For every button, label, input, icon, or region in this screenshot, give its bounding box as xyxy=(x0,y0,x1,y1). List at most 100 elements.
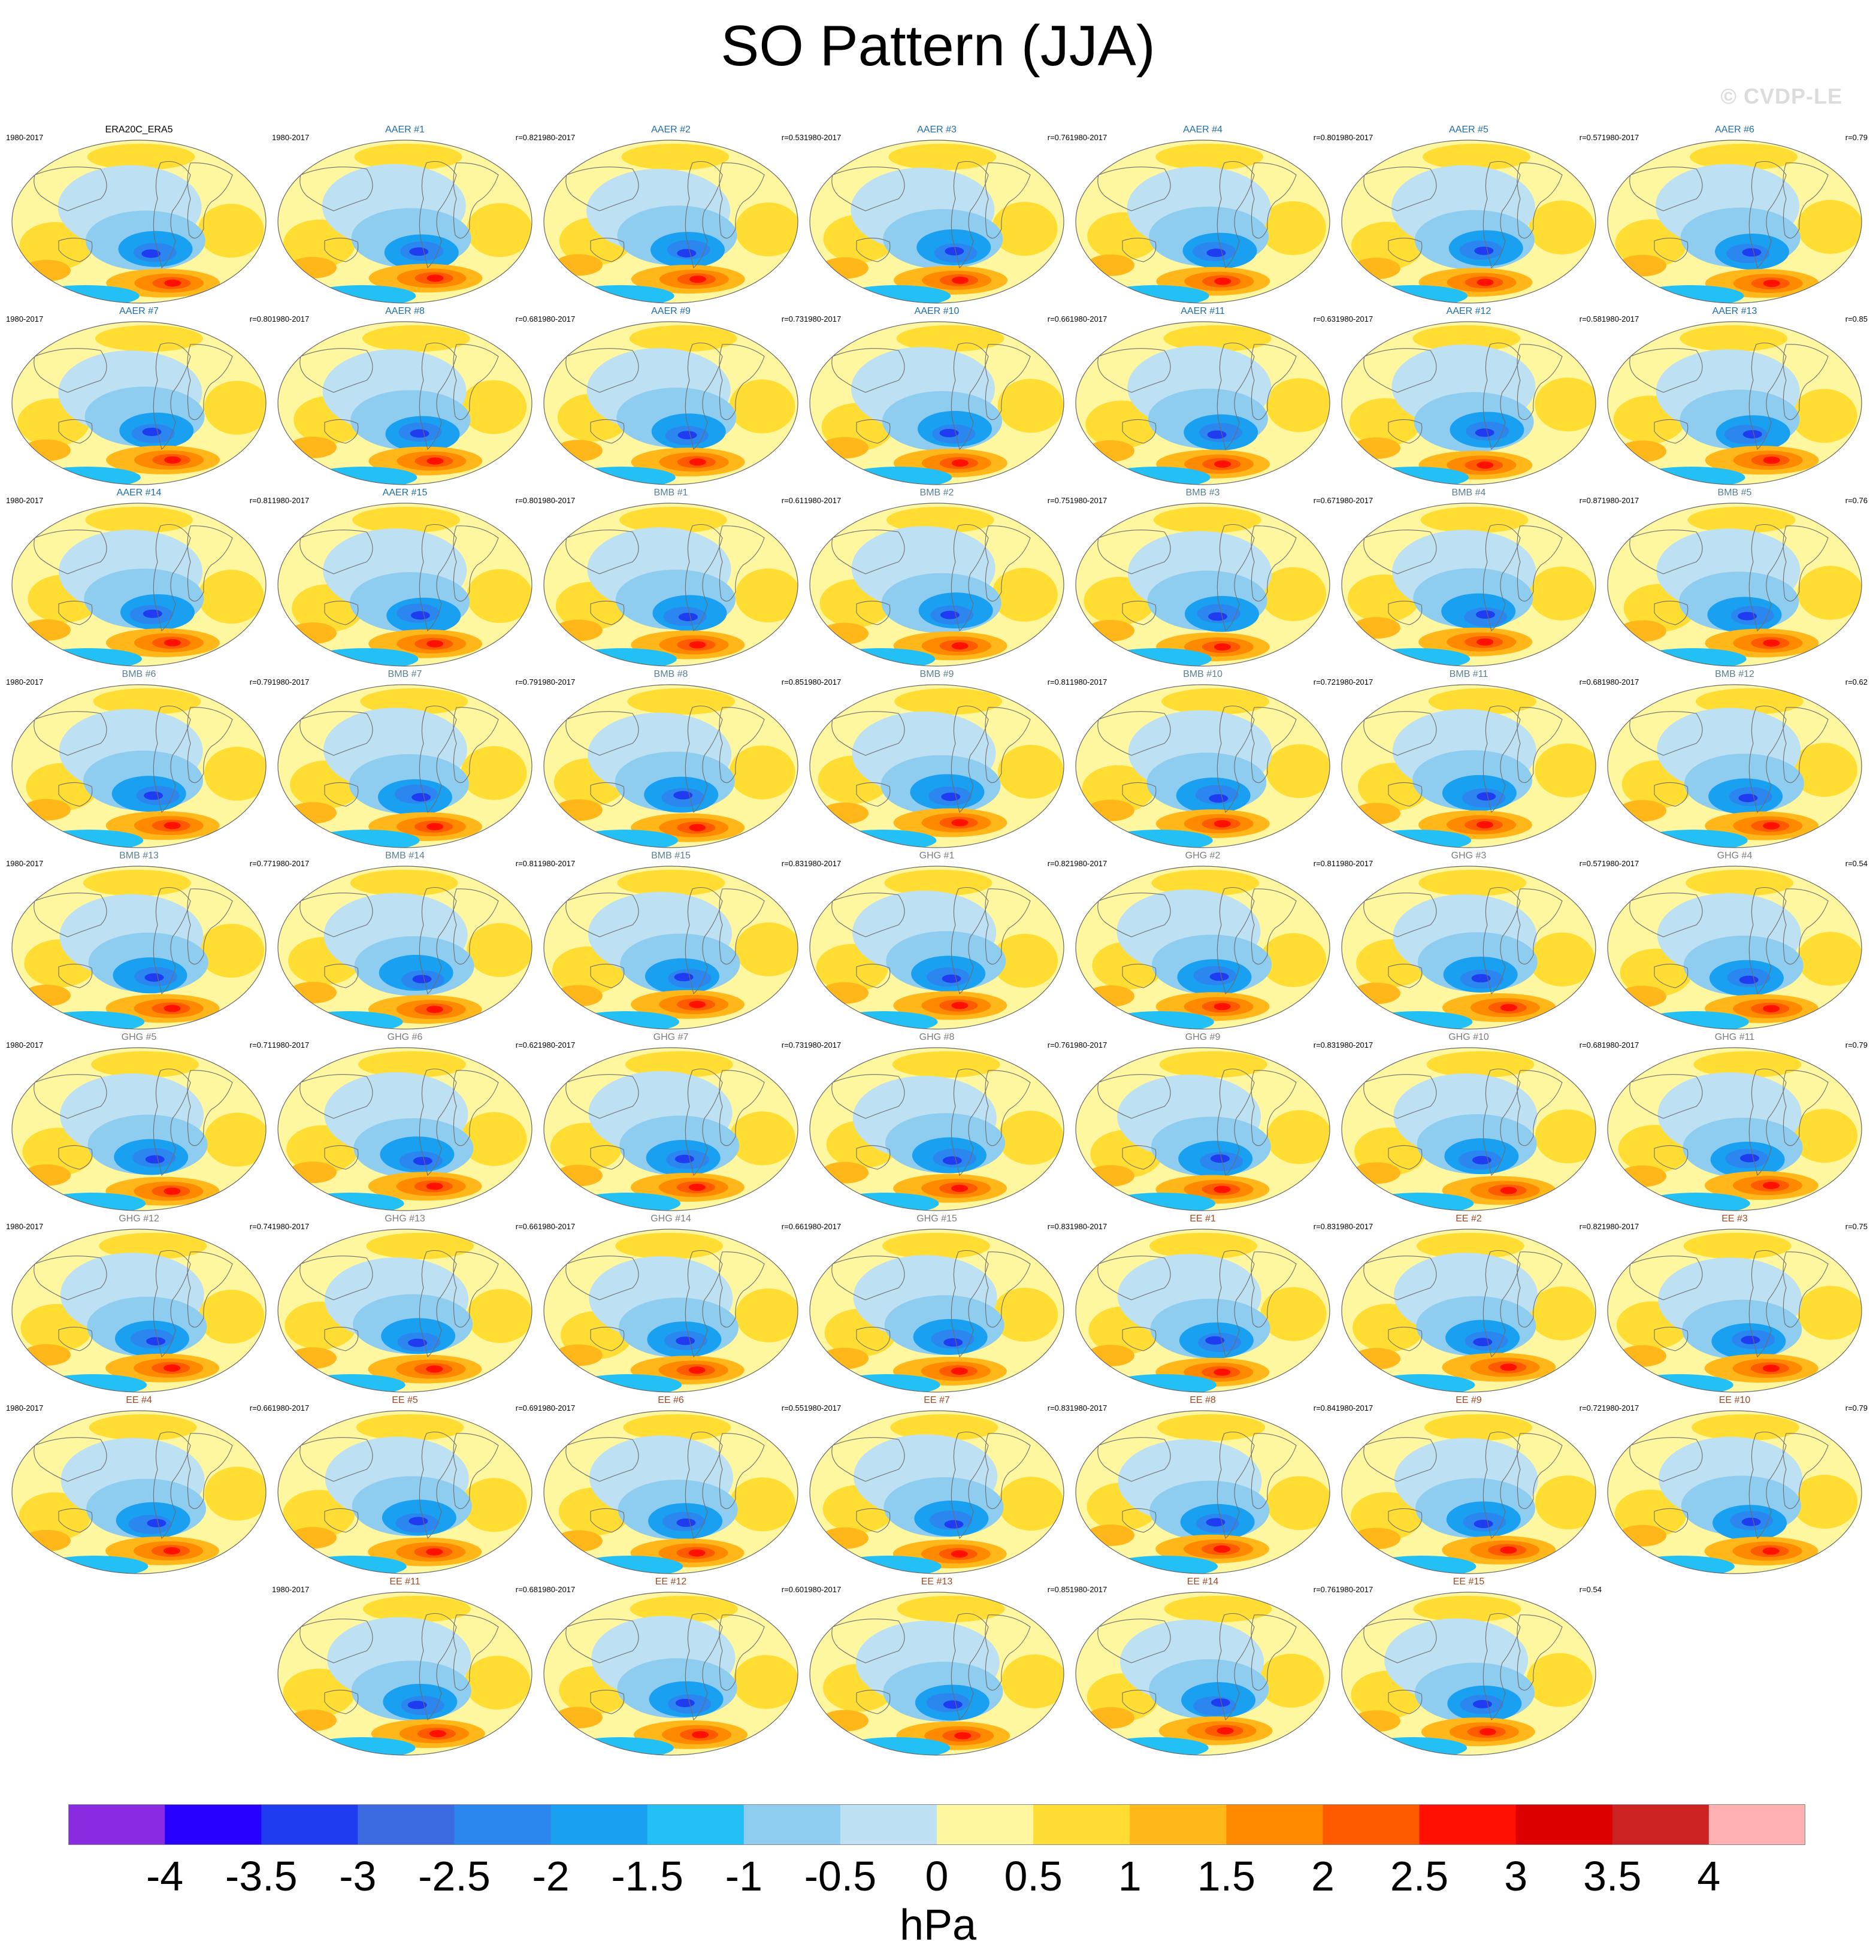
positive-anomaly xyxy=(289,256,337,279)
coastline xyxy=(324,1326,359,1351)
map-border xyxy=(1607,1047,1862,1211)
panel-period: 1980-2017 xyxy=(1336,1585,1373,1594)
map-border xyxy=(1075,1229,1330,1393)
coastline xyxy=(299,348,373,393)
panel-title: BMB #15 xyxy=(651,851,691,861)
map-panel: BMB #4 1980-2017 r=0.87 xyxy=(1336,488,1602,670)
map-panel: GHG #8 1980-2017 r=0.76 xyxy=(804,1032,1070,1214)
map-globe xyxy=(1341,1047,1596,1211)
coastline xyxy=(1363,530,1437,574)
colorbar-swatch xyxy=(1419,1804,1517,1845)
negative-anomaly xyxy=(677,249,697,258)
panel-title: BMB #14 xyxy=(385,851,425,861)
positive-anomaly xyxy=(1687,507,1796,533)
map-border xyxy=(543,1410,798,1574)
positive-anomaly xyxy=(461,380,527,434)
coastline xyxy=(1654,1145,1689,1170)
coastline xyxy=(1482,1068,1521,1176)
map-globe xyxy=(809,684,1064,848)
coastline xyxy=(856,963,891,988)
positive-anomaly xyxy=(1087,1707,1134,1729)
coastline xyxy=(856,419,891,444)
coastline xyxy=(685,342,723,450)
coastline xyxy=(1629,530,1703,574)
positive-anomaly xyxy=(821,1527,869,1549)
coastline xyxy=(453,1614,499,1691)
coastline xyxy=(856,1508,891,1533)
panel-correlation: r=0.83 xyxy=(781,859,804,868)
map-panel: BMB #11 1980-2017 r=0.68 xyxy=(1336,669,1602,851)
coastline xyxy=(1251,162,1297,239)
colorbar-tick-label: 2 xyxy=(1311,1853,1335,1899)
map-panel: EE #6 1980-2017 r=0.55 xyxy=(538,1395,804,1577)
panel-correlation: r=0.74 xyxy=(249,1222,272,1231)
positive-anomaly xyxy=(951,1367,968,1375)
positive-anomaly xyxy=(1151,870,1260,896)
panel-correlation: r=0.85 xyxy=(781,677,804,686)
panel-title: AAER #2 xyxy=(651,125,691,135)
panel-title: AAER #9 xyxy=(651,306,691,316)
panel-correlation: r=0.82 xyxy=(515,133,538,142)
coastline xyxy=(985,888,1031,965)
panel-period: 1980-2017 xyxy=(804,1585,842,1594)
coastline xyxy=(1217,1613,1255,1721)
panel-correlation: r=0.79 xyxy=(1845,133,1868,142)
positive-anomaly xyxy=(1352,258,1400,280)
coastline xyxy=(1363,1074,1437,1119)
coastline xyxy=(58,963,93,988)
positive-anomaly xyxy=(1618,1165,1666,1187)
map-border xyxy=(809,684,1064,848)
map-panel: AAER #1 1980-2017 r=0.82 xyxy=(272,125,538,307)
coastline xyxy=(856,1689,891,1714)
panel-period: 1980-2017 xyxy=(6,133,44,142)
coastline xyxy=(1251,888,1297,965)
coastline xyxy=(1363,893,1437,937)
coastline xyxy=(985,1614,1031,1691)
colorbar-tick-label: 1 xyxy=(1118,1853,1142,1899)
map-panel: AAER #6 1980-2017 r=0.79 xyxy=(1602,125,1868,307)
coastline xyxy=(1748,161,1787,269)
positive-anomaly xyxy=(204,746,266,801)
map-panel: EE #13 1980-2017 r=0.85 xyxy=(804,1577,1070,1759)
positive-anomaly xyxy=(1159,1051,1267,1078)
coastline xyxy=(1629,1256,1703,1300)
positive-anomaly xyxy=(23,619,71,641)
positive-anomaly xyxy=(467,1288,532,1343)
coastline xyxy=(58,1326,93,1351)
positive-anomaly xyxy=(991,201,1058,256)
negative-anomaly xyxy=(1473,1338,1493,1347)
negative-anomaly xyxy=(145,1155,165,1164)
panel-correlation: r=0.71 xyxy=(249,1041,272,1049)
coastline xyxy=(831,348,905,393)
coastline xyxy=(153,1250,191,1358)
panel-title: EE #15 xyxy=(1453,1577,1485,1587)
panel-title: GHG #1 xyxy=(919,851,955,861)
positive-anomaly xyxy=(689,458,706,466)
panel-title: EE #12 xyxy=(655,1577,687,1587)
panel-correlation: r=0.79 xyxy=(1845,1041,1868,1049)
coastline xyxy=(153,887,191,995)
positive-anomaly xyxy=(1791,1109,1857,1163)
positive-anomaly xyxy=(954,1732,972,1740)
panel-correlation: r=0.68 xyxy=(1579,677,1602,686)
coastline xyxy=(324,963,359,988)
panel-correlation: r=0.72 xyxy=(1313,677,1336,686)
map-panel: AAER #15 1980-2017 r=0.80 xyxy=(272,488,538,670)
positive-anomaly xyxy=(87,144,195,170)
panel-title: AAER #8 xyxy=(385,306,425,316)
panel-correlation: r=0.68 xyxy=(1579,1041,1602,1049)
positive-anomaly xyxy=(461,1478,527,1532)
coastline xyxy=(1748,342,1787,450)
positive-anomaly xyxy=(735,922,798,976)
positive-anomaly xyxy=(426,640,444,648)
negative-anomaly xyxy=(676,1519,696,1528)
positive-anomaly xyxy=(555,799,603,821)
panel-title: AAER #7 xyxy=(119,306,159,316)
positive-anomaly xyxy=(1155,144,1264,170)
negative-anomaly xyxy=(678,612,698,621)
panel-period: 1980-2017 xyxy=(538,859,576,868)
coastline xyxy=(187,162,233,239)
positive-anomaly xyxy=(555,1344,603,1366)
map-globe xyxy=(1075,1410,1330,1574)
coastline xyxy=(1388,1508,1423,1533)
